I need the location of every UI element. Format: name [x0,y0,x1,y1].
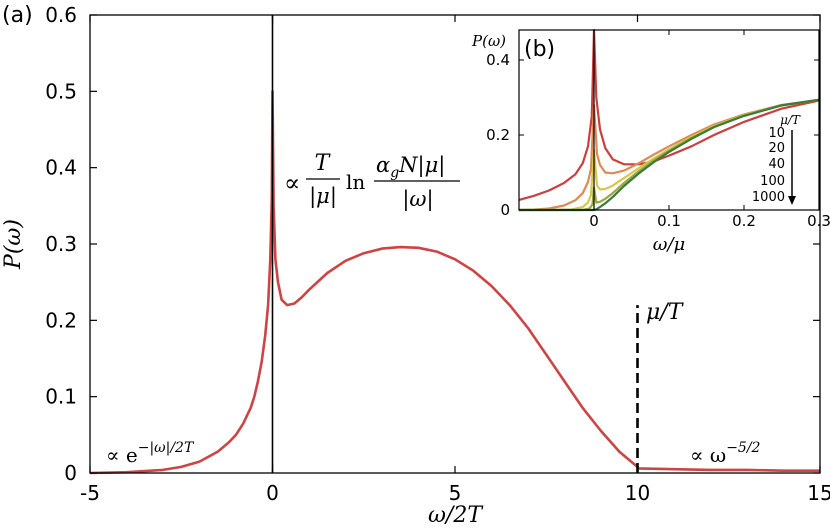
inset-legend-label: 1000 [752,190,785,205]
inset-line-1 [518,98,820,212]
main-chart-y-tick-label: 0 [64,461,77,485]
peak-formula-ln: ln [346,170,365,194]
left-tail-annotation: ∝ e−|ω|/2T [106,440,195,467]
left-tail-prefix: ∝ e [106,443,138,467]
peak-formula-denominator: |ω| [402,187,433,212]
peak-formula-prefix: ∝ [284,169,300,197]
inset-chart-xlabel: ω/μ [653,234,685,255]
inset-line-0 [518,28,820,201]
main-chart-x-tick-label: 0 [266,481,279,505]
panel-label-a: (a) [2,3,33,28]
peak-formula-annotation: ∝ T |μ| ln αgN|μ| |ω| [284,151,460,212]
inset-x-tick-label: 0.2 [732,212,756,230]
main-chart-series [89,90,820,475]
main-chart-x-tick-label: 15 [807,481,830,505]
main-chart-x-tick-label: -5 [80,481,100,505]
inset-y-tick-label: 0.2 [486,126,510,144]
main-chart-y-tick-label: 0.3 [45,232,77,256]
main-chart-y-tick-label: 0.6 [45,3,77,27]
mu-over-T-label: μ/T [646,300,685,325]
inset-legend-label: 40 [768,157,785,172]
inset-legend-label: 100 [760,174,785,189]
main-chart-y-tick-label: 0.4 [45,156,77,180]
main-chart-x-tick-label: 5 [449,481,462,505]
inset-chart: 0 0.1 0.2 0.3 0 0.2 0.4 (b) P(ω) ω/μ μ/T 1020… [471,28,830,255]
right-tail-exponent: −5/2 [726,440,760,456]
panel-label-b: (b) [524,37,555,62]
peak-formula-alpha-sub: g [390,165,399,181]
inset-x-tick-label: 0.1 [657,212,681,230]
right-tail-annotation: ∝ ω−5/2 [690,440,761,467]
left-tail-exponent: −|ω|/2T [138,440,195,456]
inset-legend-arrow-head [788,196,796,205]
main-chart-y-tick-label: 0.5 [45,79,77,103]
main-chart-y-tick-label: 0.1 [45,385,77,409]
inset-chart-x-ticks: 0 0.1 0.2 0.3 [589,30,830,230]
main-chart-x-tick-label: 10 [625,481,650,505]
peak-formula-numerator-rest: N|μ| [398,153,445,178]
main-chart-reference-lines [271,15,639,473]
main-chart: (a) -5 0 5 10 15 00.10.20.30.40.50.6 ω/2T P(… [1,3,830,528]
peak-formula-T: T [315,151,332,176]
main-chart-line-0 [89,90,820,475]
inset-chart-ylabel: P(ω) [471,32,506,50]
inset-chart-series [518,28,820,212]
main-chart-x-ticks: -5 0 5 10 15 [80,15,830,505]
peak-formula-mu: |μ| [309,184,337,209]
inset-y-tick-label: 0.4 [486,51,510,69]
main-chart-xlabel: ω/2T [428,503,484,528]
inset-x-tick-label: 0 [589,212,599,230]
inset-chart-y-ticks: 0 0.2 0.4 [486,51,819,219]
inset-legend-label: 10 [768,126,785,141]
main-chart-y-tick-label: 0.2 [45,308,77,332]
inset-legend-title: μ/T [780,113,801,127]
main-chart-ylabel: P(ω) [1,219,26,270]
inset-x-tick-label: 0.3 [807,212,830,230]
inset-y-tick-label: 0 [500,201,510,219]
peak-formula-numerator: αgN|μ| [376,153,445,181]
main-chart-y-ticks: 0 0.1 0.2 0.3 0.4 0.5 0.6 [45,3,820,485]
right-tail-prefix: ∝ ω [690,443,726,467]
peak-formula-alpha: α [376,153,390,177]
inset-legend-label: 20 [768,141,785,156]
